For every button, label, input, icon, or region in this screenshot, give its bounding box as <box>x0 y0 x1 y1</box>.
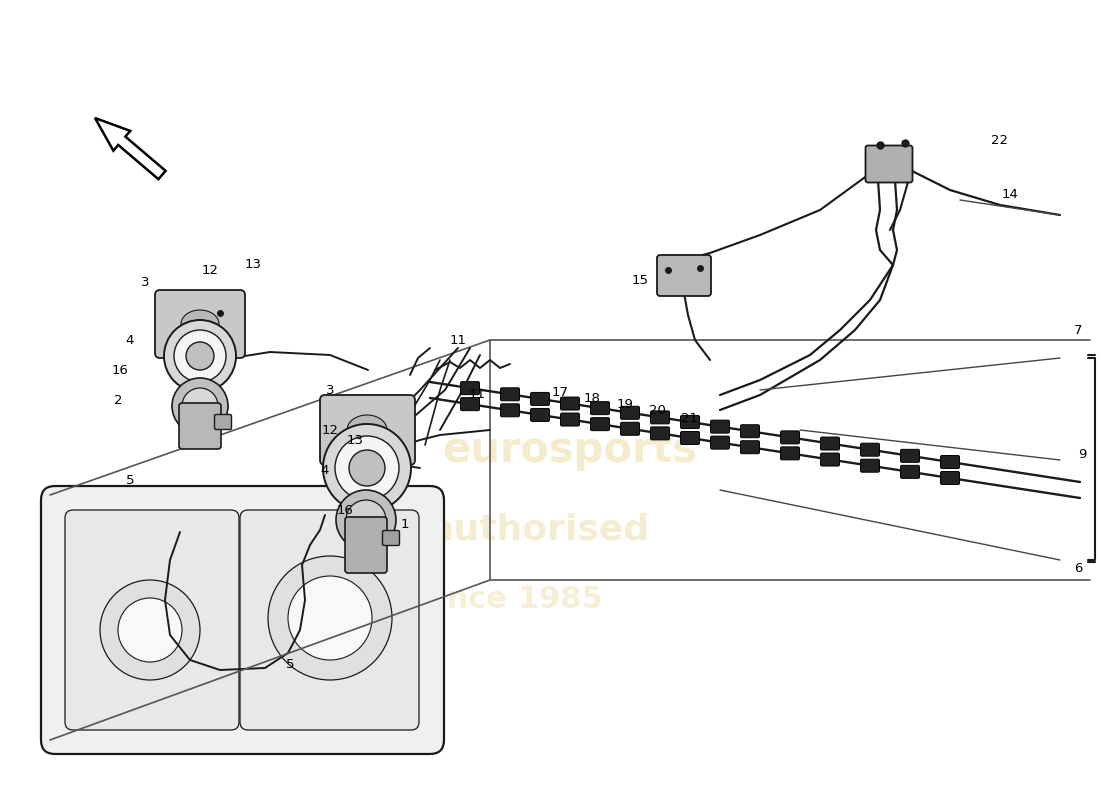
FancyBboxPatch shape <box>940 471 959 485</box>
Circle shape <box>268 556 392 680</box>
Text: 13: 13 <box>244 258 262 271</box>
FancyBboxPatch shape <box>591 402 609 414</box>
FancyBboxPatch shape <box>155 290 245 358</box>
FancyBboxPatch shape <box>860 443 880 456</box>
Circle shape <box>336 436 399 500</box>
Circle shape <box>336 490 396 550</box>
Text: 6: 6 <box>1074 562 1082 574</box>
FancyBboxPatch shape <box>65 510 239 730</box>
FancyBboxPatch shape <box>383 530 399 546</box>
Circle shape <box>346 500 386 540</box>
Circle shape <box>118 598 182 662</box>
FancyBboxPatch shape <box>214 414 231 430</box>
Text: 21: 21 <box>681 411 697 425</box>
Text: 17: 17 <box>551 386 569 399</box>
Circle shape <box>186 342 214 370</box>
Text: 13: 13 <box>346 434 363 446</box>
FancyBboxPatch shape <box>901 450 920 462</box>
Text: since 1985: since 1985 <box>418 586 603 614</box>
FancyBboxPatch shape <box>561 397 580 410</box>
Text: authorised: authorised <box>430 513 650 547</box>
Text: 9: 9 <box>1078 449 1086 462</box>
Circle shape <box>100 580 200 680</box>
FancyBboxPatch shape <box>711 420 729 433</box>
Text: 14: 14 <box>1002 189 1019 202</box>
FancyBboxPatch shape <box>901 466 920 478</box>
Text: 5: 5 <box>286 658 295 671</box>
FancyBboxPatch shape <box>530 409 550 422</box>
FancyBboxPatch shape <box>461 398 480 410</box>
Circle shape <box>323 424 411 512</box>
Text: 22: 22 <box>991 134 1009 146</box>
Circle shape <box>288 576 372 660</box>
FancyBboxPatch shape <box>681 415 700 429</box>
FancyBboxPatch shape <box>620 406 639 419</box>
Text: 11: 11 <box>450 334 466 346</box>
FancyBboxPatch shape <box>41 486 444 754</box>
FancyBboxPatch shape <box>740 425 759 438</box>
Circle shape <box>349 450 385 486</box>
FancyBboxPatch shape <box>657 255 711 296</box>
Text: 12: 12 <box>201 263 219 277</box>
FancyBboxPatch shape <box>650 427 670 440</box>
Text: 1: 1 <box>400 518 409 531</box>
Text: 2: 2 <box>113 394 122 406</box>
Text: 3: 3 <box>326 383 334 397</box>
Circle shape <box>182 388 218 424</box>
FancyBboxPatch shape <box>500 404 519 417</box>
FancyBboxPatch shape <box>561 413 580 426</box>
Polygon shape <box>95 118 166 179</box>
Text: 7: 7 <box>1074 323 1082 337</box>
Text: 15: 15 <box>631 274 649 286</box>
Ellipse shape <box>346 415 387 445</box>
FancyBboxPatch shape <box>320 395 415 465</box>
FancyBboxPatch shape <box>650 411 670 424</box>
FancyBboxPatch shape <box>940 455 959 469</box>
FancyBboxPatch shape <box>500 388 519 401</box>
Circle shape <box>164 320 236 392</box>
FancyBboxPatch shape <box>179 403 221 449</box>
Text: 4: 4 <box>125 334 134 346</box>
Text: 20: 20 <box>649 405 666 418</box>
Text: eurosports: eurosports <box>442 429 697 471</box>
FancyBboxPatch shape <box>240 510 419 730</box>
FancyBboxPatch shape <box>781 447 800 460</box>
FancyBboxPatch shape <box>591 418 609 430</box>
FancyBboxPatch shape <box>781 431 800 444</box>
FancyBboxPatch shape <box>860 459 880 472</box>
Text: 4: 4 <box>321 463 329 477</box>
Text: 3: 3 <box>141 275 150 289</box>
Ellipse shape <box>182 310 219 338</box>
Text: 19: 19 <box>617 398 634 411</box>
FancyBboxPatch shape <box>866 146 913 182</box>
FancyBboxPatch shape <box>821 437 839 450</box>
FancyBboxPatch shape <box>461 382 480 394</box>
Text: 18: 18 <box>584 393 601 406</box>
FancyBboxPatch shape <box>821 453 839 466</box>
Circle shape <box>174 330 226 382</box>
Text: 11: 11 <box>469 389 485 402</box>
FancyBboxPatch shape <box>530 393 550 406</box>
FancyBboxPatch shape <box>345 517 387 573</box>
Text: 16: 16 <box>111 363 129 377</box>
Text: 5: 5 <box>125 474 134 486</box>
Circle shape <box>172 378 228 434</box>
FancyBboxPatch shape <box>711 436 729 449</box>
FancyBboxPatch shape <box>681 431 700 445</box>
FancyBboxPatch shape <box>620 422 639 435</box>
Text: 12: 12 <box>321 423 339 437</box>
FancyBboxPatch shape <box>740 441 759 454</box>
Text: 16: 16 <box>337 503 353 517</box>
